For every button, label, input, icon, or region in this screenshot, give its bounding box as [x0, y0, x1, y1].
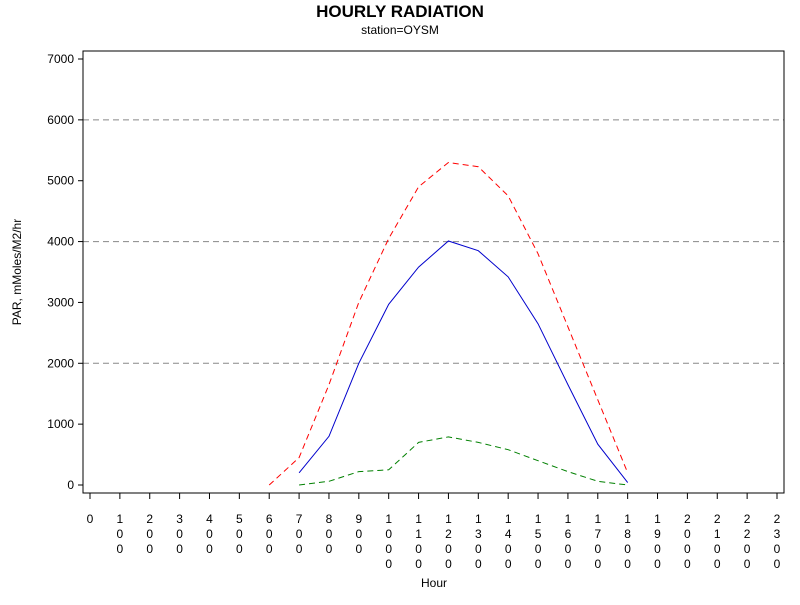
y-tick-label: 2000 — [47, 356, 74, 370]
chart-subtitle: station=OYSM — [361, 23, 439, 37]
x-axis: 0 1 0 0 2 0 0 3 0 0 4 0 0 5 0 0 6 0 0 7 0 0 8 0 0 9 0 0 1 0 0 0 1 1 0 0 1 2 0 0… — [87, 493, 781, 571]
series-line-2 — [298, 240, 629, 483]
y-tick-label: 5000 — [47, 174, 74, 188]
chart-title: HOURLY RADIATION — [316, 2, 484, 21]
series-line-1 — [268, 161, 629, 486]
y-tick-label: 3000 — [47, 295, 74, 309]
y-axis-label: PAR, mMoles/M2/hr — [10, 219, 24, 325]
y-tick-label: 0 — [67, 478, 74, 492]
x-tick-label: 0 — [87, 512, 94, 526]
y-tick-label: 6000 — [47, 113, 74, 127]
y-tick-label: 7000 — [47, 52, 74, 66]
plot-area-frame — [82, 50, 785, 494]
series-layer — [268, 161, 629, 486]
y-tick-label: 4000 — [47, 235, 74, 249]
y-axis: 0 1000 2000 3000 4000 5000 6000 7000 — [47, 52, 83, 492]
gridlines — [83, 119, 784, 364]
y-tick-label: 1000 — [47, 417, 74, 431]
x-axis-label: Hour — [421, 576, 447, 590]
series-line-3 — [299, 436, 628, 486]
